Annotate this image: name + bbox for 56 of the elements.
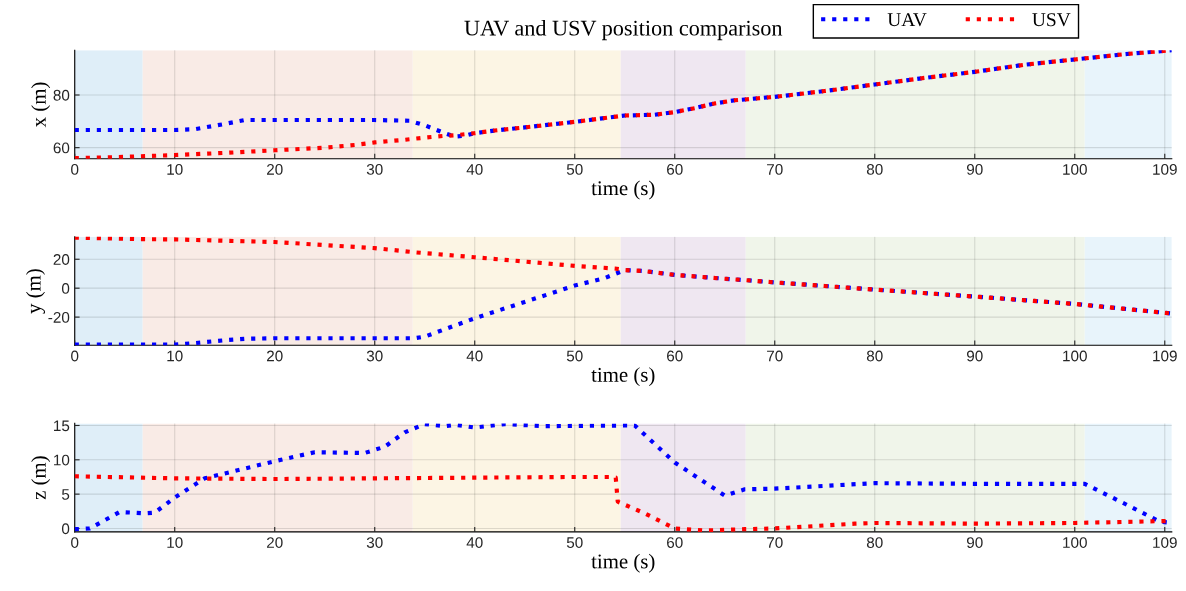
x-tick-label: 70 [767, 537, 783, 548]
x-tick-label: 20 [267, 163, 283, 175]
x-tick-label: 50 [566, 163, 583, 175]
x-tick-label: 30 [366, 163, 383, 175]
y-axis-title: y (m) [26, 269, 45, 314]
line-series [74, 236, 1172, 316]
x-tick-label: 90 [966, 537, 983, 548]
y-tick-label: 0 [61, 523, 70, 535]
x-axis-title: time (s) [591, 553, 655, 573]
y-tick-label: 5 [61, 489, 70, 500]
x-tick-label: 10 [167, 350, 183, 362]
y-tick-label: -20 [48, 311, 70, 323]
y-tick-label: 80 [53, 89, 70, 101]
line-series [74, 50, 1172, 139]
x-tick-label: 100 [1063, 537, 1087, 548]
x-tick-label: 40 [466, 163, 483, 175]
x-tick-label: 10 [167, 537, 183, 548]
y-tick-label: 0 [61, 283, 70, 294]
x-axis-title: time (s) [591, 180, 655, 200]
y-axis-title: x (m) [31, 82, 51, 128]
x-tick-label: 0 [71, 537, 79, 548]
y-tick-label: 60 [53, 142, 70, 154]
x-tick-label: 20 [267, 350, 283, 362]
x-tick-label: 60 [667, 163, 683, 175]
x-tick-label: 50 [566, 537, 583, 548]
x-tick-label: 90 [966, 350, 983, 362]
x-tick-label: 0 [71, 163, 79, 175]
x-tick-label: 60 [667, 537, 683, 548]
legend-label: USV [1032, 13, 1071, 27]
x-tick-label: 30 [366, 350, 383, 362]
x-tick-label: 40 [466, 350, 483, 362]
x-tick-label: 20 [267, 537, 283, 548]
x-tick-label: 50 [566, 350, 583, 362]
y-tick-label: 20 [53, 254, 70, 265]
y-axis-title: z (m) [31, 456, 51, 500]
x-tick-label: 70 [767, 163, 783, 175]
x-tick-label: 100 [1063, 163, 1087, 175]
x-tick-label: 80 [866, 537, 883, 548]
x-tick-label: 109 [1153, 537, 1177, 548]
y-tick-label: 15 [54, 420, 70, 432]
y-tick-label: 10 [54, 454, 70, 466]
x-tick-label: 0 [71, 350, 79, 362]
x-tick-label: 109 [1153, 350, 1177, 362]
legend-label: UAV [887, 13, 927, 27]
x-axis-title: time (s) [591, 367, 655, 387]
x-tick-label: 109 [1153, 163, 1177, 175]
x-tick-label: 90 [966, 163, 983, 175]
x-tick-label: 30 [366, 537, 383, 548]
x-tick-label: 60 [667, 350, 683, 362]
x-tick-label: 70 [767, 350, 783, 362]
x-tick-label: 80 [866, 350, 883, 362]
x-tick-label: 100 [1063, 350, 1087, 362]
chart-title: UAV and USV position comparison [464, 19, 783, 41]
x-tick-label: 10 [167, 163, 183, 175]
x-tick-label: 80 [866, 163, 883, 175]
x-tick-label: 40 [466, 537, 483, 548]
